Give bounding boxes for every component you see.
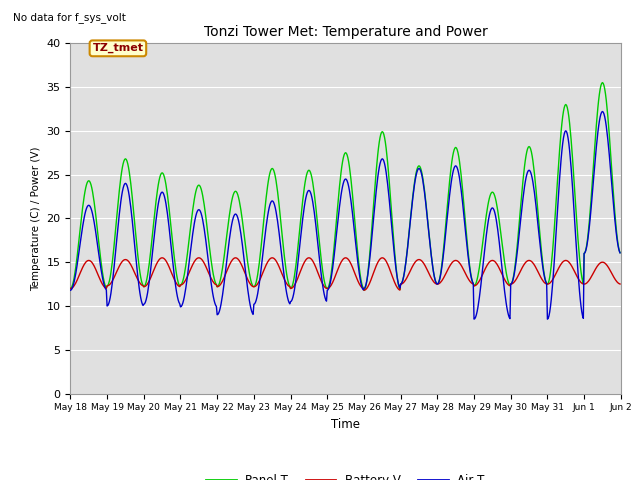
Legend: Panel T, Battery V, Air T: Panel T, Battery V, Air T [202, 469, 490, 480]
Text: TZ_tmet: TZ_tmet [92, 43, 143, 53]
Title: Tonzi Tower Met: Temperature and Power: Tonzi Tower Met: Temperature and Power [204, 25, 488, 39]
Y-axis label: Temperature (C) / Power (V): Temperature (C) / Power (V) [31, 146, 41, 291]
X-axis label: Time: Time [331, 418, 360, 431]
Text: No data for f_sys_volt: No data for f_sys_volt [13, 12, 125, 23]
